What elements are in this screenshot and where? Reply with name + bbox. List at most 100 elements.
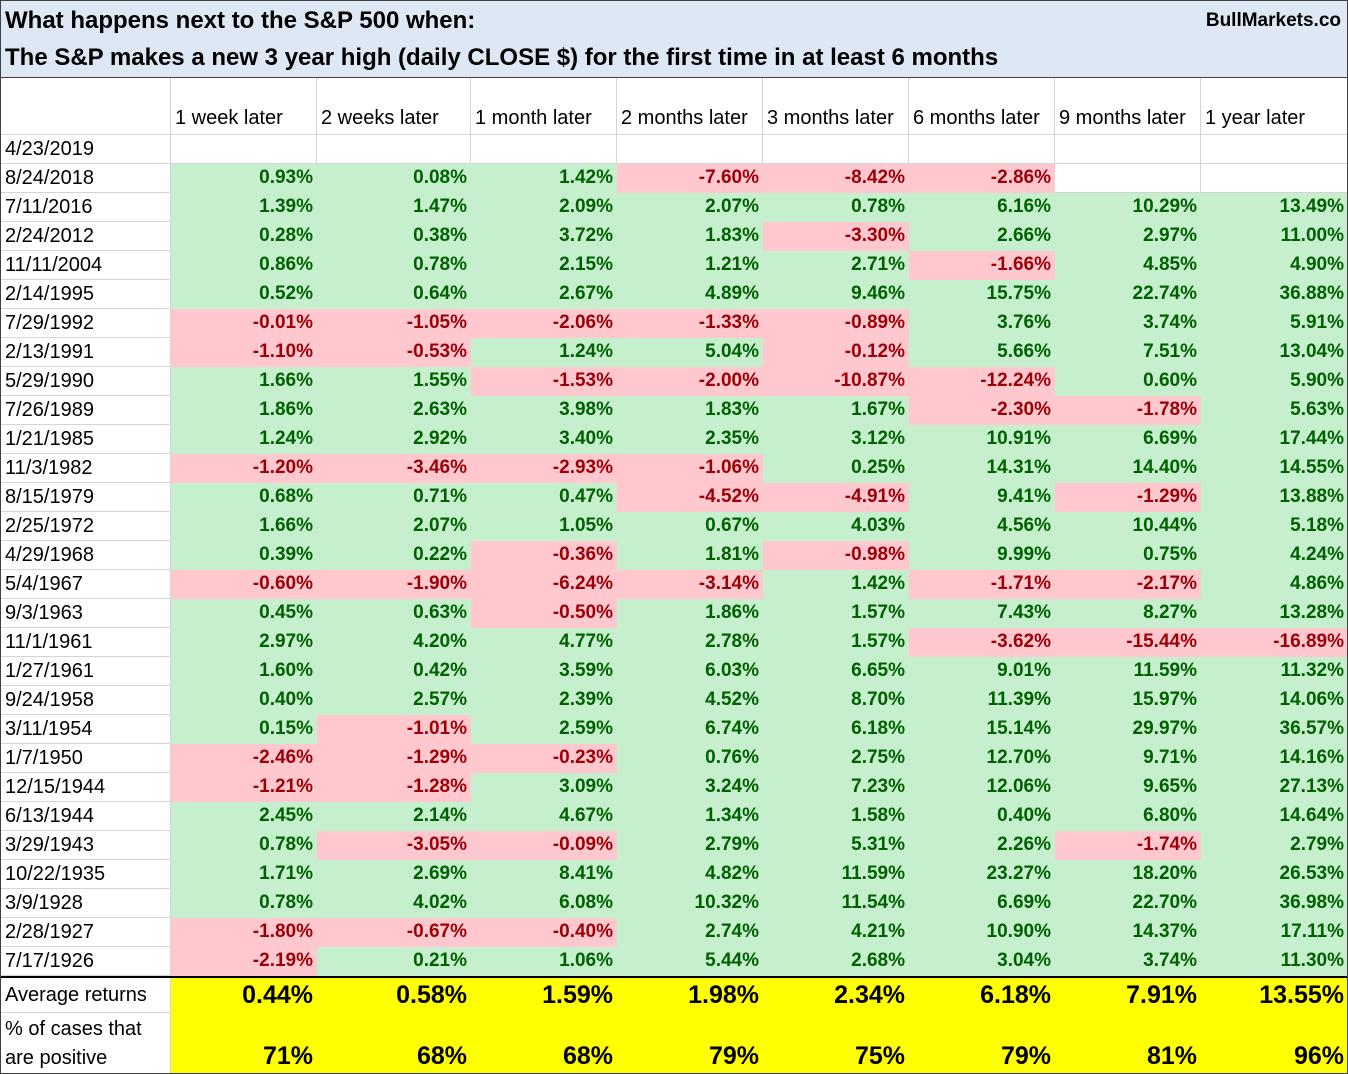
- return-cell: 8.41%: [471, 860, 617, 889]
- return-cell: 2.63%: [317, 396, 471, 425]
- summary-label-cell: % of cases that are positive: [1, 1013, 171, 1073]
- return-cell: 2.74%: [617, 918, 763, 947]
- return-cell: 10.29%: [1055, 193, 1201, 222]
- return-cell: 0.45%: [171, 599, 317, 628]
- summary-label-cell: Average returns: [1, 978, 171, 1013]
- return-cell: -1.10%: [171, 338, 317, 367]
- date-cell: 12/15/1944: [1, 773, 171, 802]
- return-cell: 5.04%: [617, 338, 763, 367]
- return-cell: -12.24%: [909, 367, 1055, 396]
- percent-positive-row: % of cases that are positive 71% 68% 68% 79% 7…: [1, 1013, 1347, 1073]
- return-cell: -6.24%: [471, 570, 617, 599]
- return-cell: 0.40%: [909, 802, 1055, 831]
- table-row: 10/22/1935 1.71% 2.69% 8.41% 4.82% 11.59% 23.2…: [1, 860, 1347, 889]
- return-cell: 10.44%: [1055, 512, 1201, 541]
- table-row: 2/13/1991 -1.10% -0.53% 1.24% 5.04% -0.12% 5.6…: [1, 338, 1347, 367]
- return-cell: 36.98%: [1201, 889, 1347, 918]
- return-cell: -16.89%: [1201, 628, 1347, 657]
- return-cell: -2.93%: [471, 454, 617, 483]
- return-cell: [617, 135, 763, 164]
- return-cell: 3.40%: [471, 425, 617, 454]
- return-cell: 4.86%: [1201, 570, 1347, 599]
- return-cell: 1.67%: [763, 396, 909, 425]
- return-cell: -0.01%: [171, 309, 317, 338]
- return-cell: 4.89%: [617, 280, 763, 309]
- summary-value-cell: 7.91%: [1055, 978, 1201, 1013]
- return-cell: -0.60%: [171, 570, 317, 599]
- return-cell: -2.00%: [617, 367, 763, 396]
- table-row: 12/15/1944 -1.21% -1.28% 3.09% 3.24% 7.23% 12.…: [1, 773, 1347, 802]
- table-row: 3/9/1928 0.78% 4.02% 6.08% 10.32% 11.54% 6.69%…: [1, 889, 1347, 918]
- return-cell: 4.02%: [317, 889, 471, 918]
- return-cell: 3.12%: [763, 425, 909, 454]
- return-cell: 2.79%: [617, 831, 763, 860]
- return-cell: [1201, 164, 1347, 193]
- summary-value-cell: 1.59%: [471, 978, 617, 1013]
- table-row: 3/11/1954 0.15% -1.01% 2.59% 6.74% 6.18% 15.14…: [1, 715, 1347, 744]
- return-cell: 13.88%: [1201, 483, 1347, 512]
- return-cell: [763, 135, 909, 164]
- summary-label-line: Average returns: [5, 983, 147, 1006]
- return-cell: -1.29%: [1055, 483, 1201, 512]
- table-title: What happens next to the S&P 500 when:: [5, 7, 476, 34]
- table-row: 7/26/1989 1.86% 2.63% 3.98% 1.83% 1.67% -2.30%…: [1, 396, 1347, 425]
- return-cell: 2.71%: [763, 251, 909, 280]
- return-cell: [471, 135, 617, 164]
- table-row: 9/3/1963 0.45% 0.63% -0.50% 1.86% 1.57% 7.43% 8…: [1, 599, 1347, 628]
- return-cell: 2.45%: [171, 802, 317, 831]
- return-cell: -1.06%: [617, 454, 763, 483]
- return-cell: 4.24%: [1201, 541, 1347, 570]
- return-cell: 0.08%: [317, 164, 471, 193]
- return-cell: 4.85%: [1055, 251, 1201, 280]
- date-cell: 2/25/1972: [1, 512, 171, 541]
- return-cell: 0.68%: [171, 483, 317, 512]
- return-cell: 6.65%: [763, 657, 909, 686]
- return-cell: -2.06%: [471, 309, 617, 338]
- return-cell: -1.74%: [1055, 831, 1201, 860]
- return-cell: 7.43%: [909, 599, 1055, 628]
- return-cell: 0.42%: [317, 657, 471, 686]
- date-cell: 5/4/1967: [1, 570, 171, 599]
- return-cell: 6.74%: [617, 715, 763, 744]
- return-cell: 3.76%: [909, 309, 1055, 338]
- return-cell: [909, 135, 1055, 164]
- return-cell: 2.14%: [317, 802, 471, 831]
- return-cell: 14.64%: [1201, 802, 1347, 831]
- table-row: 2/24/2012 0.28% 0.38% 3.72% 1.83% -3.30% 2.66%…: [1, 222, 1347, 251]
- return-cell: 2.75%: [763, 744, 909, 773]
- date-cell: 7/29/1992: [1, 309, 171, 338]
- table-row: 2/14/1995 0.52% 0.64% 2.67% 4.89% 9.46% 15.75%…: [1, 280, 1347, 309]
- summary-value-cell: 81%: [1055, 1013, 1201, 1073]
- summary-value-cell: 0.58%: [317, 978, 471, 1013]
- return-cell: 9.46%: [763, 280, 909, 309]
- table-row: 1/21/1985 1.24% 2.92% 3.40% 2.35% 3.12% 10.91%…: [1, 425, 1347, 454]
- return-cell: 36.57%: [1201, 715, 1347, 744]
- return-cell: 4.03%: [763, 512, 909, 541]
- return-cell: 5.63%: [1201, 396, 1347, 425]
- summary-value-cell: 71%: [171, 1013, 317, 1073]
- return-cell: 11.59%: [1055, 657, 1201, 686]
- date-cell: 5/29/1990: [1, 367, 171, 396]
- date-cell: 11/11/2004: [1, 251, 171, 280]
- return-cell: 0.78%: [171, 889, 317, 918]
- header-corner-cell: [1, 78, 171, 135]
- return-cell: 6.69%: [1055, 425, 1201, 454]
- return-cell: 0.22%: [317, 541, 471, 570]
- return-cell: -3.46%: [317, 454, 471, 483]
- return-cell: 5.91%: [1201, 309, 1347, 338]
- return-cell: -1.78%: [1055, 396, 1201, 425]
- brand-label: BullMarkets.co: [1205, 10, 1341, 31]
- date-cell: 7/26/1989: [1, 396, 171, 425]
- date-cell: 8/15/1979: [1, 483, 171, 512]
- return-cell: 1.24%: [471, 338, 617, 367]
- return-cell: -1.21%: [171, 773, 317, 802]
- return-cell: 0.78%: [763, 193, 909, 222]
- return-cell: 2.39%: [471, 686, 617, 715]
- return-cell: 4.82%: [617, 860, 763, 889]
- return-cell: [171, 135, 317, 164]
- return-cell: 3.24%: [617, 773, 763, 802]
- return-cell: 2.09%: [471, 193, 617, 222]
- table-body: 4/23/2019 8/24/2018 0.93% 0.08% 1.42% -7.60% -…: [1, 135, 1347, 976]
- date-cell: 7/17/1926: [1, 947, 171, 976]
